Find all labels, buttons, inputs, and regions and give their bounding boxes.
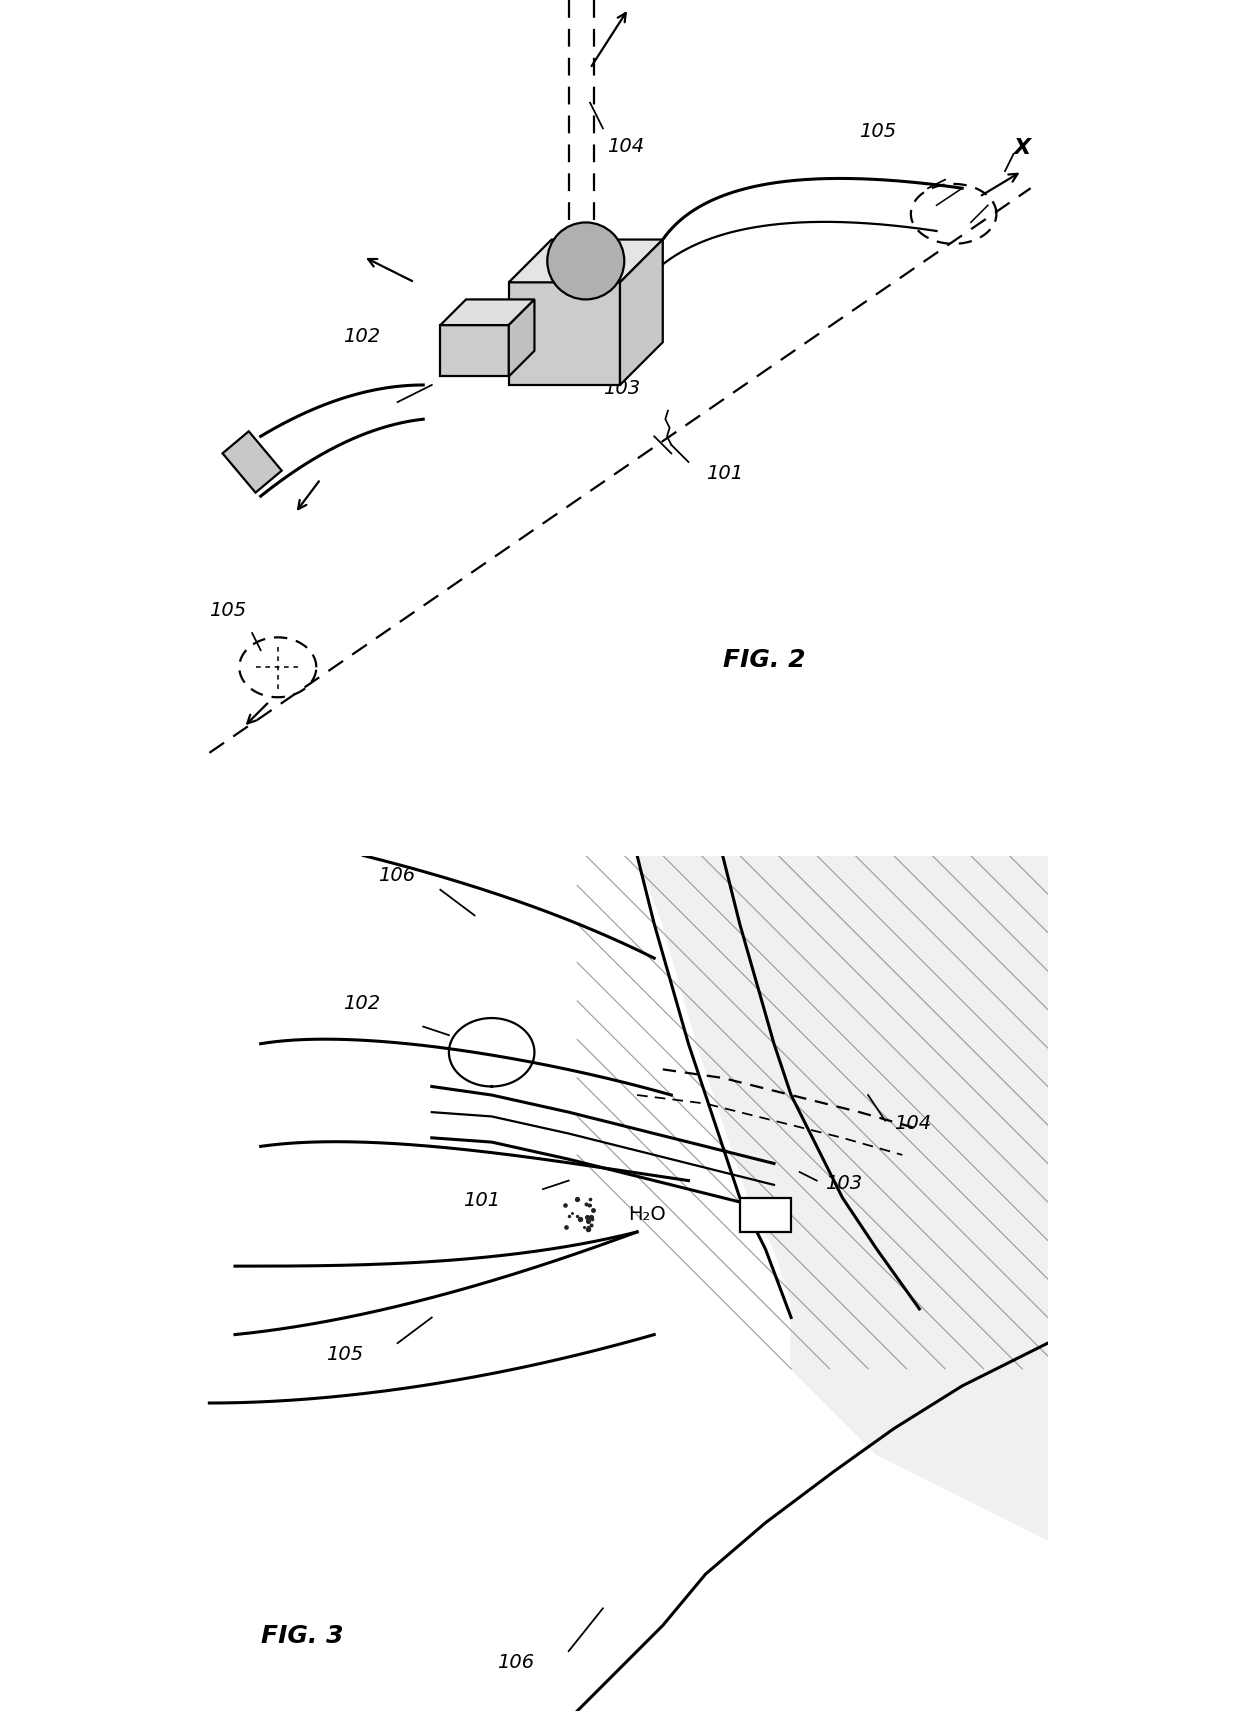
Text: 104: 104: [608, 137, 645, 156]
Text: 101: 101: [706, 464, 743, 483]
Circle shape: [547, 222, 624, 299]
Polygon shape: [637, 856, 1048, 1540]
Text: 103: 103: [826, 1174, 863, 1193]
Polygon shape: [508, 240, 662, 282]
Text: 102: 102: [343, 994, 381, 1013]
Text: 104: 104: [894, 1114, 931, 1133]
Text: FIG. 2: FIG. 2: [723, 648, 805, 672]
Text: 105: 105: [859, 121, 897, 140]
Text: FIG. 3: FIG. 3: [260, 1624, 343, 1648]
Text: 105: 105: [326, 1345, 363, 1364]
Polygon shape: [620, 240, 662, 385]
Polygon shape: [508, 299, 534, 376]
Polygon shape: [440, 299, 534, 325]
Polygon shape: [440, 325, 508, 376]
Text: 106: 106: [497, 1653, 534, 1672]
Text: 103: 103: [603, 378, 640, 397]
Text: X: X: [1013, 139, 1030, 157]
Text: 101: 101: [463, 1191, 500, 1210]
Polygon shape: [222, 431, 281, 493]
Polygon shape: [740, 1198, 791, 1232]
Polygon shape: [508, 282, 620, 385]
Text: 102: 102: [343, 327, 381, 346]
Text: H₂O: H₂O: [629, 1205, 666, 1225]
Text: 105: 105: [210, 601, 247, 619]
Text: 106: 106: [377, 866, 414, 885]
